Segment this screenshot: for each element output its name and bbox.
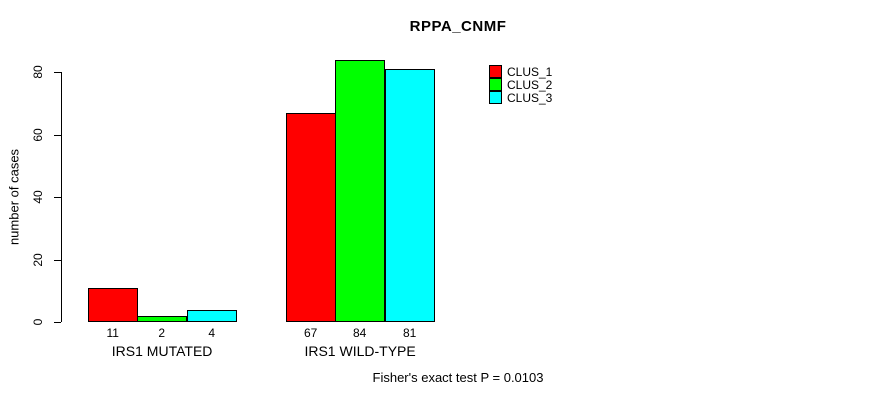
y-tick-label: 40 [31, 190, 45, 204]
bar-value-label: 11 [106, 326, 119, 340]
bar-value-label: 67 [304, 326, 318, 340]
legend-swatch-icon [489, 65, 502, 78]
legend-label: CLUS_2 [507, 77, 553, 92]
y-tick-label: 20 [31, 252, 45, 267]
legend-item-clus_1: CLUS_1 [489, 64, 553, 79]
category-label: IRS1 MUTATED [111, 343, 213, 359]
bar-clus_3-irs1-wild-type [385, 69, 435, 322]
legend-label: CLUS_1 [507, 64, 553, 79]
footnote-fishers-test: Fisher's exact test P = 0.0103 [372, 370, 544, 385]
y-tick-mark [54, 72, 61, 74]
bar-clus_3-irs1-mutated [187, 309, 237, 322]
legend: CLUS_1 CLUS_2 CLUS_3 [489, 64, 553, 105]
legend-label: CLUS_3 [507, 90, 553, 105]
y-tick-label: 80 [31, 65, 45, 80]
bar-clus_2-irs1-wild-type [335, 59, 385, 322]
y-axis-title: number of cases [6, 148, 22, 246]
bar-value-label: 84 [353, 326, 367, 340]
bar-value-label: 2 [158, 326, 166, 340]
category-label: IRS1 WILD-TYPE [304, 343, 416, 359]
y-tick-mark [54, 259, 61, 261]
legend-swatch-icon [489, 91, 502, 104]
y-tick-mark [54, 134, 61, 136]
y-axis-line [61, 72, 62, 322]
bar-clus_2-irs1-mutated [137, 315, 187, 322]
bar-value-label: 4 [208, 326, 216, 340]
legend-item-clus_3: CLUS_3 [489, 90, 553, 105]
y-tick-label: 0 [31, 318, 45, 326]
bar-value-label: 81 [403, 326, 417, 340]
bar-clus_1-irs1-mutated [88, 287, 138, 322]
legend-item-clus_2: CLUS_2 [489, 77, 553, 92]
y-tick-mark [54, 197, 61, 199]
legend-swatch-icon [489, 78, 502, 91]
y-tick-label: 60 [31, 128, 45, 142]
chart-title: RPPA_CNMF [409, 18, 507, 35]
bar-clus_1-irs1-wild-type [286, 112, 336, 322]
y-tick-mark [54, 322, 61, 323]
